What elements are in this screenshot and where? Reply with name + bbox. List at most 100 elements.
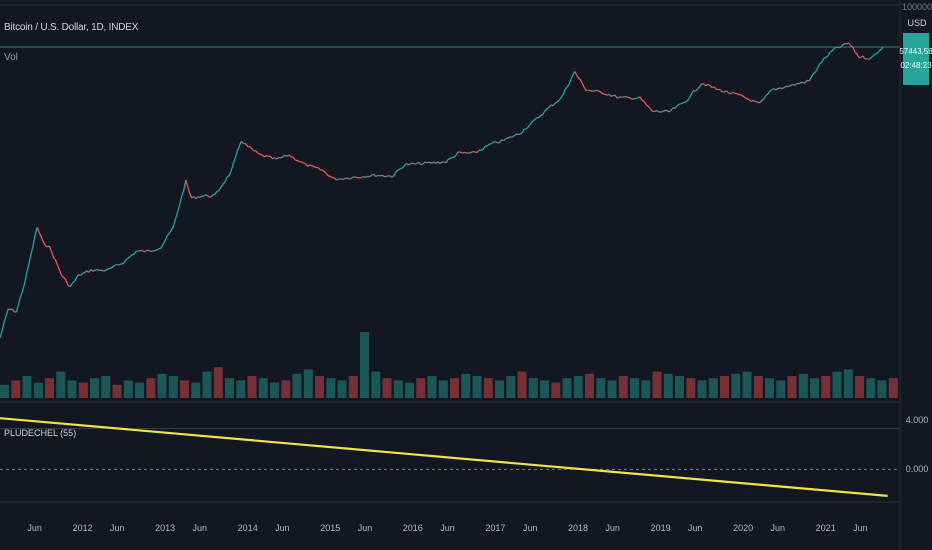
time-axis-tick-label: Jun: [770, 523, 786, 533]
volume-bar: [382, 378, 392, 398]
volume-bar: [855, 376, 864, 398]
volume-bar: [11, 380, 21, 398]
time-axis-tick-label: Jun: [687, 523, 703, 533]
volume-bar: [22, 376, 32, 398]
time-axis-tick-label: Jun: [192, 523, 208, 533]
bar-countdown: 02:48:23: [900, 61, 932, 70]
volume-bar: [506, 376, 516, 398]
time-axis-tick-label: Jun: [357, 523, 373, 533]
volume-bar: [742, 371, 752, 398]
indicator-axis-label-zero: 0.000: [905, 464, 929, 474]
volume-bar: [607, 380, 617, 398]
volume-bar: [720, 376, 729, 398]
time-axis-tick-label: 2013: [155, 523, 176, 533]
time-axis-tick-label: 2012: [72, 523, 93, 533]
volume-bar: [540, 380, 549, 398]
price-axis-top-label: 100000.00: [902, 2, 932, 12]
indicator-axis-label-top: 4.000: [905, 415, 929, 425]
volume-bar: [483, 378, 493, 398]
volume-bar: [652, 371, 662, 398]
volume-bar: [675, 376, 684, 398]
volume-bar: [168, 376, 178, 398]
volume-bar: [765, 378, 774, 398]
time-axis-tick-label: 2021: [815, 523, 836, 533]
time-axis-tick-label: Jun: [109, 523, 125, 533]
volume-bar: [821, 376, 831, 398]
indicator-label[interactable]: PLUDECHEL (55): [4, 428, 77, 438]
volume-bar: [641, 380, 651, 398]
volume-label[interactable]: Vol: [4, 52, 18, 63]
volume-bar: [663, 373, 673, 398]
volume-bar: [472, 376, 482, 398]
volume-bar: [247, 376, 257, 398]
volume-bar: [866, 378, 876, 398]
volume-bar: [135, 382, 144, 398]
volume-bar: [292, 373, 302, 398]
volume-bar: [191, 382, 201, 398]
volume-bar: [90, 378, 99, 398]
volume-bar: [753, 376, 763, 398]
indicator-line: [0, 417, 888, 497]
volume-bar: [528, 378, 538, 398]
volume-bar: [630, 378, 639, 398]
volume-bar: [67, 380, 77, 398]
volume-bar: [123, 380, 133, 398]
volume-bar: [33, 382, 43, 398]
volume-bar: [157, 373, 167, 398]
last-price-tag: 57443.58 02:48:23: [899, 33, 932, 85]
volume-bar: [776, 380, 786, 398]
volume-bar: [708, 378, 718, 398]
volume-bar: [101, 376, 111, 398]
volume-bar: [461, 373, 471, 398]
volume-bar: [416, 378, 426, 398]
volume-bar: [315, 376, 324, 398]
volume-bar: [202, 371, 212, 398]
volume-bar: [45, 378, 54, 398]
symbol-title[interactable]: Bitcoin / U.S. Dollar, 1D, INDEX: [4, 22, 139, 33]
volume-bar: [551, 382, 561, 398]
volume-bar: [573, 376, 583, 398]
volume-bar: [146, 378, 156, 398]
time-axis-tick-label: Jun: [27, 523, 42, 533]
volume-bar: [405, 382, 414, 398]
volume-bar: [303, 369, 313, 398]
time-axis-tick-label: 2016: [402, 523, 423, 533]
time-axis-tick-label: Jun: [522, 523, 538, 533]
volume-bar: [585, 373, 594, 398]
volume-bar: [225, 378, 234, 398]
time-axis-tick-label: 2018: [567, 523, 589, 533]
volume-bar: [810, 378, 819, 398]
last-price-value: 57443.58: [899, 47, 932, 56]
volume-bar: [56, 371, 66, 398]
time-axis-tick-label: 2019: [650, 523, 671, 533]
time-axis-tick-label: Jun: [275, 523, 290, 533]
volume-bar: [360, 332, 369, 398]
volume-bar: [281, 380, 291, 398]
volume-bar: [348, 376, 358, 398]
volume-bar: [731, 373, 741, 398]
time-axis-tick-label: Jun: [853, 523, 868, 533]
volume-bar: [596, 378, 606, 398]
volume-bar: [686, 378, 696, 398]
volume-bar: [258, 378, 268, 398]
volume-bar: [213, 367, 223, 398]
volume-bar: [270, 382, 279, 398]
volume-bar: [78, 382, 88, 398]
price-series-up: [0, 42, 884, 339]
time-axis-tick-label: 2017: [485, 523, 506, 533]
currency-label[interactable]: USD: [907, 18, 927, 28]
volume-bar: [337, 380, 347, 398]
volume-bar: [326, 378, 336, 398]
volume-bar: [236, 380, 246, 398]
volume-bar: [888, 378, 898, 398]
time-axis-tick-label: 2014: [237, 523, 258, 533]
volume-bar: [371, 371, 381, 398]
volume-bar: [450, 378, 459, 398]
time-axis-tick-label: 2015: [320, 523, 341, 533]
volume-bar: [562, 378, 572, 398]
volume-bar: [618, 376, 628, 398]
volume-bar: [697, 380, 707, 398]
time-axis-tick-label: 2020: [733, 523, 754, 533]
volume-bar: [843, 369, 853, 398]
